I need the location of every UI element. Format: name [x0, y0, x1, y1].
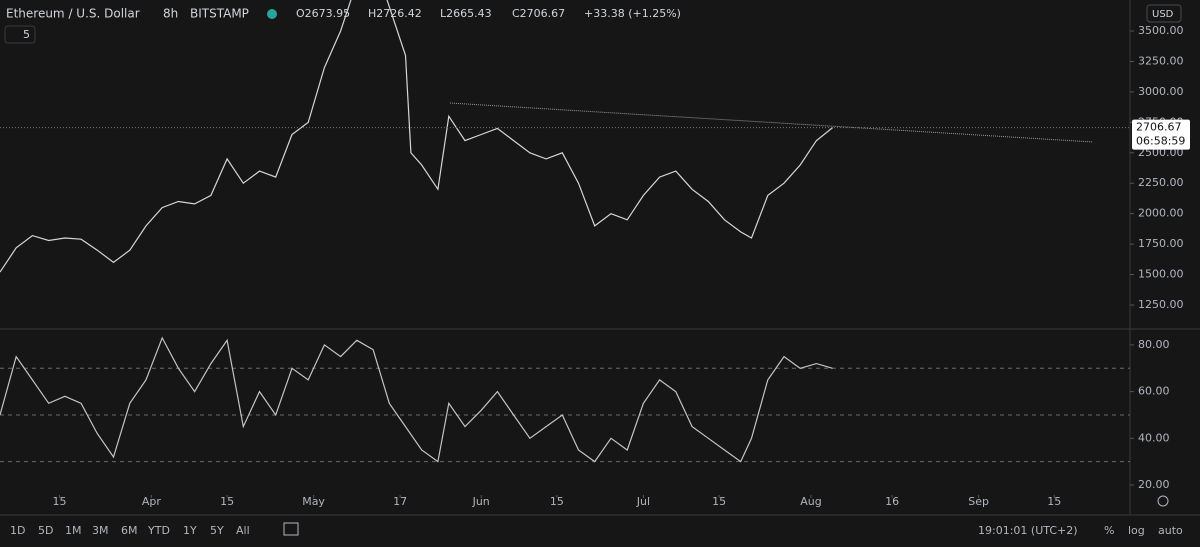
price-line	[0, 0, 833, 273]
interval: 8h	[163, 7, 178, 21]
range-button[interactable]: 1Y	[183, 524, 197, 537]
x-tick-label: 17	[393, 495, 407, 508]
y-tick-label: 3000.00	[1138, 85, 1184, 98]
range-button[interactable]: 3M	[92, 524, 109, 537]
y-tick-label: 1750.00	[1138, 237, 1184, 250]
x-tick-label: Jul	[636, 495, 650, 508]
last-price-box	[1132, 119, 1190, 150]
currency[interactable]: USD	[1152, 9, 1174, 20]
range-button[interactable]: YTD	[147, 524, 170, 537]
range-button[interactable]: 1M	[65, 524, 82, 537]
symbol: Ethereum / U.S. Dollar	[6, 7, 140, 21]
y-tick-label: 20.00	[1138, 478, 1170, 491]
clock: 19:01:01 (UTC+2)	[978, 524, 1078, 537]
ohlc-open: O2673.95	[296, 7, 350, 20]
settings-icon[interactable]	[1157, 495, 1169, 507]
x-tick-label: 15	[52, 495, 66, 508]
x-tick-label: Apr	[142, 495, 162, 508]
last-price: 2706.67	[1136, 121, 1182, 134]
x-tick-label: Sep	[968, 495, 989, 508]
range-button[interactable]: 5D	[38, 524, 53, 537]
indicator-count[interactable]: 5	[23, 28, 30, 41]
y-tick-label: 3500.00	[1138, 24, 1184, 37]
x-tick-label: Aug	[800, 495, 821, 508]
range-button[interactable]: 6M	[121, 524, 138, 537]
indicator-toggle[interactable]	[4, 25, 36, 44]
log-toggle[interactable]: log	[1128, 524, 1145, 537]
ohlc-low: L2665.43	[440, 7, 492, 20]
auto-toggle[interactable]: auto	[1158, 524, 1183, 537]
price-line	[0, 336, 833, 463]
x-tick-label: 15	[550, 495, 564, 508]
y-tick-label: 60.00	[1138, 385, 1170, 398]
x-tick-label: 15	[712, 495, 726, 508]
y-tick-label: 1500.00	[1138, 268, 1184, 281]
x-tick-label: 15	[220, 495, 234, 508]
exchange: BITSTAMP	[190, 7, 249, 21]
status-dot	[267, 9, 277, 19]
percent-toggle[interactable]: %	[1104, 524, 1114, 537]
range-button[interactable]: All	[236, 524, 250, 537]
currency-button[interactable]	[1146, 4, 1182, 23]
y-tick-label: 80.00	[1138, 338, 1170, 351]
y-tick-label: 2250.00	[1138, 176, 1184, 189]
y-tick-label: 40.00	[1138, 431, 1170, 444]
ohlc-close: C2706.67	[512, 7, 565, 20]
x-tick-label: 16	[885, 495, 899, 508]
range-button[interactable]: 5Y	[210, 524, 224, 537]
range-buttons: 1D 5D 1M 3M 6M YTD 1Y 5Y All	[10, 524, 250, 537]
y-tick-label: 1250.00	[1138, 298, 1184, 311]
trend-line	[449, 102, 1094, 143]
x-tick-label: May	[302, 495, 325, 508]
range-button[interactable]: 1D	[10, 524, 25, 537]
y-tick-label: 2000.00	[1138, 207, 1184, 220]
date-range-icon[interactable]	[283, 522, 299, 536]
x-tick-label: Jun	[472, 495, 490, 508]
ohlc-change: +33.38 (+1.25%)	[584, 7, 681, 20]
x-tick-label: 15	[1047, 495, 1061, 508]
ohlc-high: H2726.42	[368, 7, 422, 20]
countdown: 06:58:59	[1136, 135, 1185, 148]
y-tick-label: 3250.00	[1138, 54, 1184, 67]
